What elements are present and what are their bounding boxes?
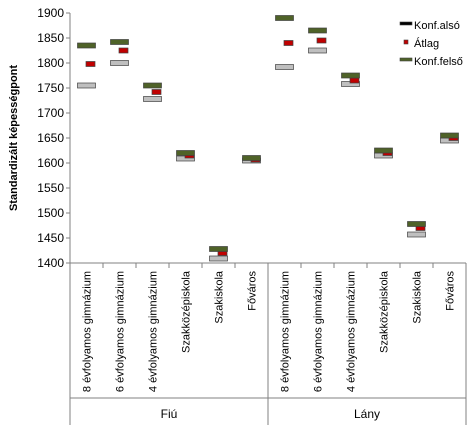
marker--tlag xyxy=(283,40,294,46)
axes xyxy=(69,13,467,425)
marker-konf-fels- xyxy=(209,246,228,252)
marker-konf-fels- xyxy=(341,72,360,79)
y-tick-label: 1500 xyxy=(37,206,64,220)
category-label: 8 évfolyamos gimnázium xyxy=(82,271,94,392)
marker-konf-als- xyxy=(77,82,96,89)
marker--tlag xyxy=(349,77,360,84)
category-label: 4 évfolyamos gimnázium xyxy=(148,271,160,392)
marker-konf-als- xyxy=(308,47,327,54)
marker-konf-als- xyxy=(209,255,228,262)
marker-konf-fels- xyxy=(242,155,261,161)
category-label: 8 évfolyamos gimnázium xyxy=(280,271,292,392)
category-label: 6 évfolyamos gimnázium xyxy=(115,271,127,392)
y-tick-label: 1750 xyxy=(37,81,64,95)
marker--tlag xyxy=(316,37,327,44)
category-label: Szakiskola xyxy=(412,270,424,323)
marker-konf-fels- xyxy=(308,27,327,34)
marker-konf-fels- xyxy=(77,42,96,49)
category-label: 6 évfolyamos gimnázium xyxy=(313,271,325,392)
marker-konf-fels- xyxy=(176,150,195,156)
marker--tlag xyxy=(85,61,96,67)
chart-marks xyxy=(77,15,459,262)
category-label: Szakközépiskola xyxy=(181,270,193,353)
y-tick-label: 1900 xyxy=(37,6,64,20)
y-tick-label: 1650 xyxy=(37,131,64,145)
y-tick-label: 1550 xyxy=(37,181,64,195)
y-tick-label: 1400 xyxy=(37,256,64,270)
marker-konf-fels- xyxy=(374,147,393,154)
marker--tlag xyxy=(151,89,162,95)
group-label: Fiú xyxy=(161,407,178,421)
group-labels: Fiú Lány xyxy=(161,407,380,421)
category-label: Szakiskola xyxy=(214,270,226,323)
marker-konf-als- xyxy=(110,60,129,66)
marker--tlag xyxy=(118,47,129,54)
y-tick-label: 1850 xyxy=(37,31,64,45)
y-tick-label: 1800 xyxy=(37,56,64,70)
legend-swatch xyxy=(399,57,413,62)
legend: Konf.alsó Átlag Konf.felső xyxy=(399,20,463,68)
legend-label: Átlag xyxy=(414,37,439,50)
category-label: Főváros xyxy=(445,271,457,311)
category-label: Szakközépiskola xyxy=(379,270,391,353)
marker-konf-als- xyxy=(407,231,426,238)
y-tick-label: 1600 xyxy=(37,156,64,170)
category-labels: 8 évfolyamos gimnázium 6 évfolyamos gimná… xyxy=(82,270,457,392)
y-tick-label: 1700 xyxy=(37,106,64,120)
y-axis-title: Standardizált képességpont xyxy=(8,65,20,211)
marker-konf-fels- xyxy=(440,132,459,139)
category-label: 4 évfolyamos gimnázium xyxy=(346,271,358,392)
marker-konf-als- xyxy=(275,64,294,70)
y-tick-label: 1450 xyxy=(37,231,64,245)
group-label: Lány xyxy=(354,407,380,421)
legend-swatch xyxy=(403,39,409,45)
y-axis-ticks: 1400 1450 1500 1550 1600 1650 1700 1750 1800 1850… xyxy=(37,6,70,270)
marker-konf-fels- xyxy=(407,221,426,227)
marker-konf-fels- xyxy=(275,15,294,21)
y-axis-title-group: Standardizált képességpont xyxy=(8,65,20,211)
legend-label: Konf.felső xyxy=(414,56,463,68)
legend-swatch xyxy=(399,21,413,26)
category-label: Főváros xyxy=(247,271,259,311)
marker-konf-fels- xyxy=(143,82,162,89)
legend-label: Konf.alsó xyxy=(414,20,460,32)
marker-konf-als- xyxy=(143,96,162,102)
marker-konf-fels- xyxy=(110,39,129,45)
